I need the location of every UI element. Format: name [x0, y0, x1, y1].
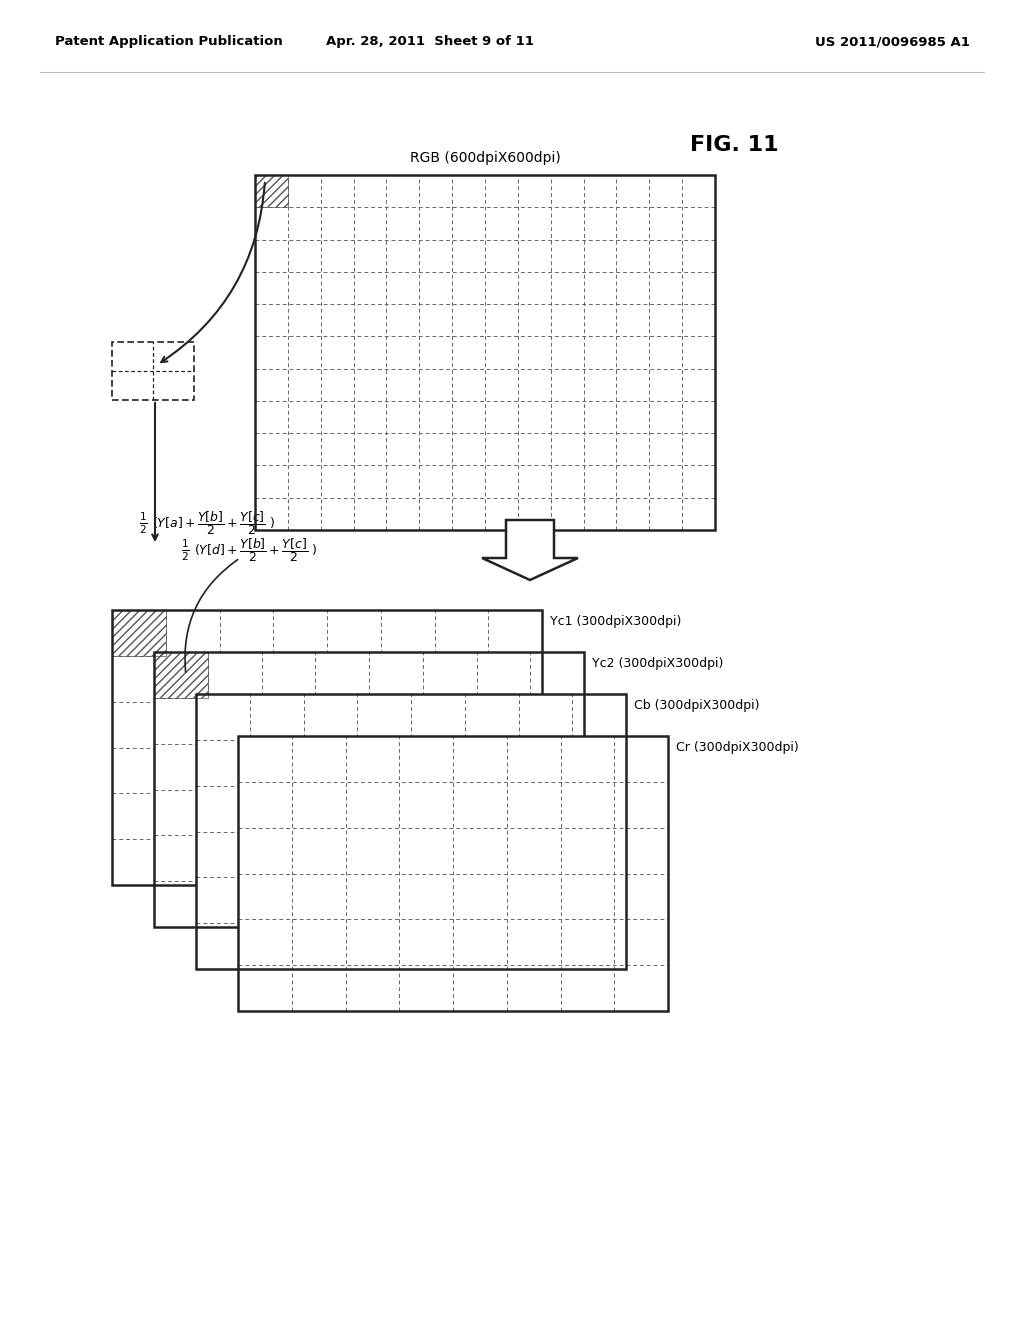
Bar: [112, 610, 542, 884]
FancyBboxPatch shape: [112, 342, 194, 400]
Bar: [255, 176, 715, 531]
Text: Y[d]: Y[d]: [163, 379, 184, 389]
Bar: [238, 737, 668, 1011]
Text: Y[b]: Y[b]: [163, 352, 184, 363]
Bar: [196, 694, 626, 969]
Text: $\frac{1}{2}$: $\frac{1}{2}$: [181, 537, 190, 562]
Text: Patent Application Publication: Patent Application Publication: [55, 36, 283, 49]
Bar: [255, 176, 288, 207]
Bar: [255, 176, 715, 531]
Text: $(Y[d]+\dfrac{Y[b]}{2}+\dfrac{Y[c]}{2}\ )$: $(Y[d]+\dfrac{Y[b]}{2}+\dfrac{Y[c]}{2}\ …: [194, 536, 317, 564]
Bar: [154, 652, 208, 698]
Text: $\frac{1}{2}$: $\frac{1}{2}$: [139, 511, 148, 536]
Bar: [154, 652, 584, 927]
Text: Apr. 28, 2011  Sheet 9 of 11: Apr. 28, 2011 Sheet 9 of 11: [326, 36, 534, 49]
Text: Cb (300dpiX300dpi): Cb (300dpiX300dpi): [634, 700, 760, 713]
Bar: [196, 694, 626, 969]
Text: US 2011/0096985 A1: US 2011/0096985 A1: [815, 36, 970, 49]
Text: FIG. 11: FIG. 11: [690, 135, 778, 154]
Bar: [112, 610, 542, 884]
Bar: [154, 652, 584, 927]
Text: Cr (300dpiX300dpi): Cr (300dpiX300dpi): [676, 742, 799, 755]
Text: $(Y[a]+\dfrac{Y[b]}{2}+\dfrac{Y[c]}{2}\ )$: $(Y[a]+\dfrac{Y[b]}{2}+\dfrac{Y[c]}{2}\ …: [152, 510, 275, 537]
Text: RGB (600dpiX600dpi): RGB (600dpiX600dpi): [410, 150, 560, 165]
Bar: [112, 610, 166, 656]
Text: Yc2 (300dpiX300dpi): Yc2 (300dpiX300dpi): [592, 657, 723, 671]
Polygon shape: [482, 520, 578, 579]
Bar: [238, 737, 668, 1011]
Text: Y[c]: Y[c]: [123, 379, 142, 389]
Text: Yc1 (300dpiX300dpi): Yc1 (300dpiX300dpi): [550, 615, 681, 628]
Text: Y[a]: Y[a]: [122, 352, 143, 363]
